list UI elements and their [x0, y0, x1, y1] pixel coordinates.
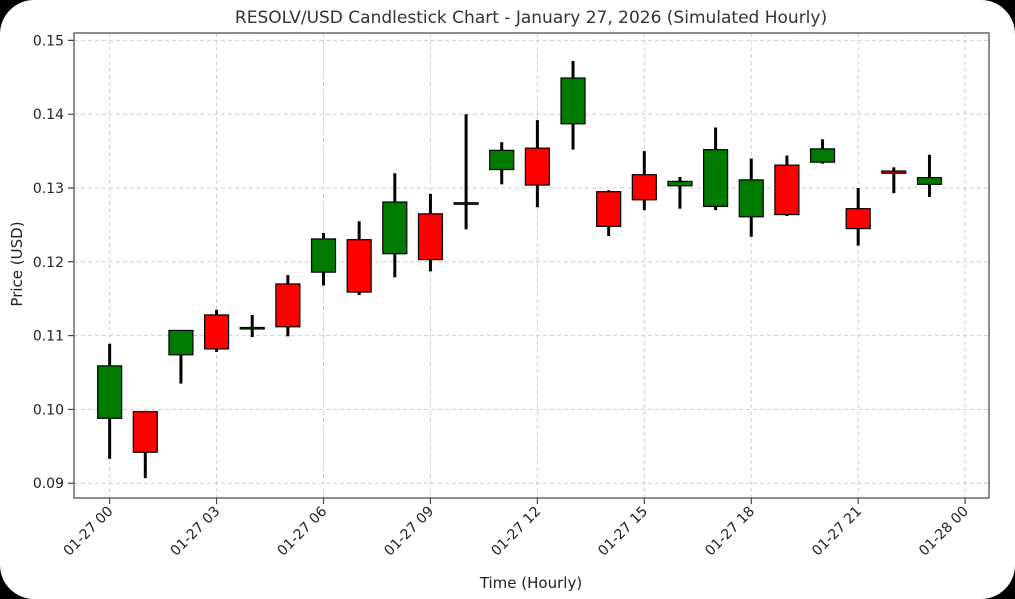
candle	[809, 139, 836, 164]
x-axis-ticks: 01-27 00 01-27 03 01-27 06 01-27 09 01-27 12…	[61, 498, 972, 559]
candle	[524, 120, 550, 208]
x-tick-label: 01-27 21	[809, 504, 865, 560]
candle-body	[809, 148, 836, 163]
candle-body	[631, 174, 657, 201]
candle	[845, 188, 871, 246]
candle	[132, 410, 158, 479]
x-tick-label: 01-27 00	[61, 504, 117, 560]
candle	[560, 61, 586, 150]
candle	[738, 158, 764, 237]
x-tick-label: 01-27 12	[488, 504, 544, 560]
candle-body	[738, 179, 764, 218]
candle	[774, 155, 800, 217]
grid	[74, 33, 989, 498]
candle-body	[453, 202, 479, 205]
candle-body	[168, 329, 194, 356]
candle-body	[489, 149, 515, 171]
candle-body	[203, 314, 230, 350]
candles	[97, 61, 943, 479]
chart-title: RESOLV/USD Candlestick Chart - January 2…	[235, 8, 827, 28]
candle-body	[596, 191, 622, 227]
candle	[346, 221, 372, 296]
candle	[275, 275, 301, 337]
candle	[596, 190, 622, 236]
candle-body	[916, 177, 943, 185]
candle	[382, 173, 408, 278]
candle	[703, 127, 729, 211]
y-tick-label: 0.14	[33, 107, 64, 123]
x-axis-label: Time (Hourly)	[479, 574, 582, 592]
candle-body	[382, 201, 408, 255]
y-tick-label: 0.11	[33, 329, 64, 345]
candle-body	[417, 213, 444, 261]
candle	[239, 314, 265, 338]
x-tick-label: 01-27 15	[595, 504, 651, 560]
candle-body	[132, 411, 158, 453]
candle-body	[97, 365, 123, 419]
candle-body	[524, 147, 550, 186]
y-tick-label: 0.10	[33, 402, 64, 418]
x-tick-label: 01-27 18	[702, 504, 758, 560]
candle-body	[845, 208, 871, 230]
candle	[916, 154, 943, 197]
candle	[203, 309, 230, 352]
candle	[453, 114, 479, 230]
candle	[881, 167, 907, 194]
candle	[168, 329, 194, 384]
candle-body	[774, 164, 800, 216]
x-tick-label: 01-28 00	[916, 504, 972, 560]
candle	[417, 193, 444, 272]
y-axis-label: Price (USD)	[8, 221, 26, 306]
y-tick-label: 0.12	[33, 255, 64, 271]
candle-body	[239, 326, 265, 330]
x-tick-label: 01-27 09	[381, 504, 437, 560]
candle	[310, 233, 337, 286]
candle-body	[560, 77, 586, 125]
candle	[631, 151, 657, 211]
candle-body	[346, 239, 372, 293]
y-tick-label: 0.13	[33, 181, 64, 197]
y-axis-ticks: 0.09 0.10 0.11 0.12 0.13 0.14 0.15	[33, 33, 74, 492]
candle	[489, 142, 515, 185]
candle-body	[881, 170, 907, 174]
candle-body	[310, 238, 337, 273]
candle-body	[275, 283, 301, 328]
candle	[97, 343, 123, 459]
candle-body	[703, 149, 729, 208]
x-tick-label: 01-27 06	[275, 503, 331, 559]
y-tick-label: 0.15	[33, 33, 64, 49]
x-tick-label: 01-27 03	[168, 504, 224, 560]
candle	[667, 176, 693, 209]
y-tick-label: 0.09	[33, 476, 64, 492]
candle-body	[667, 180, 693, 187]
plot-frame	[73, 32, 990, 499]
